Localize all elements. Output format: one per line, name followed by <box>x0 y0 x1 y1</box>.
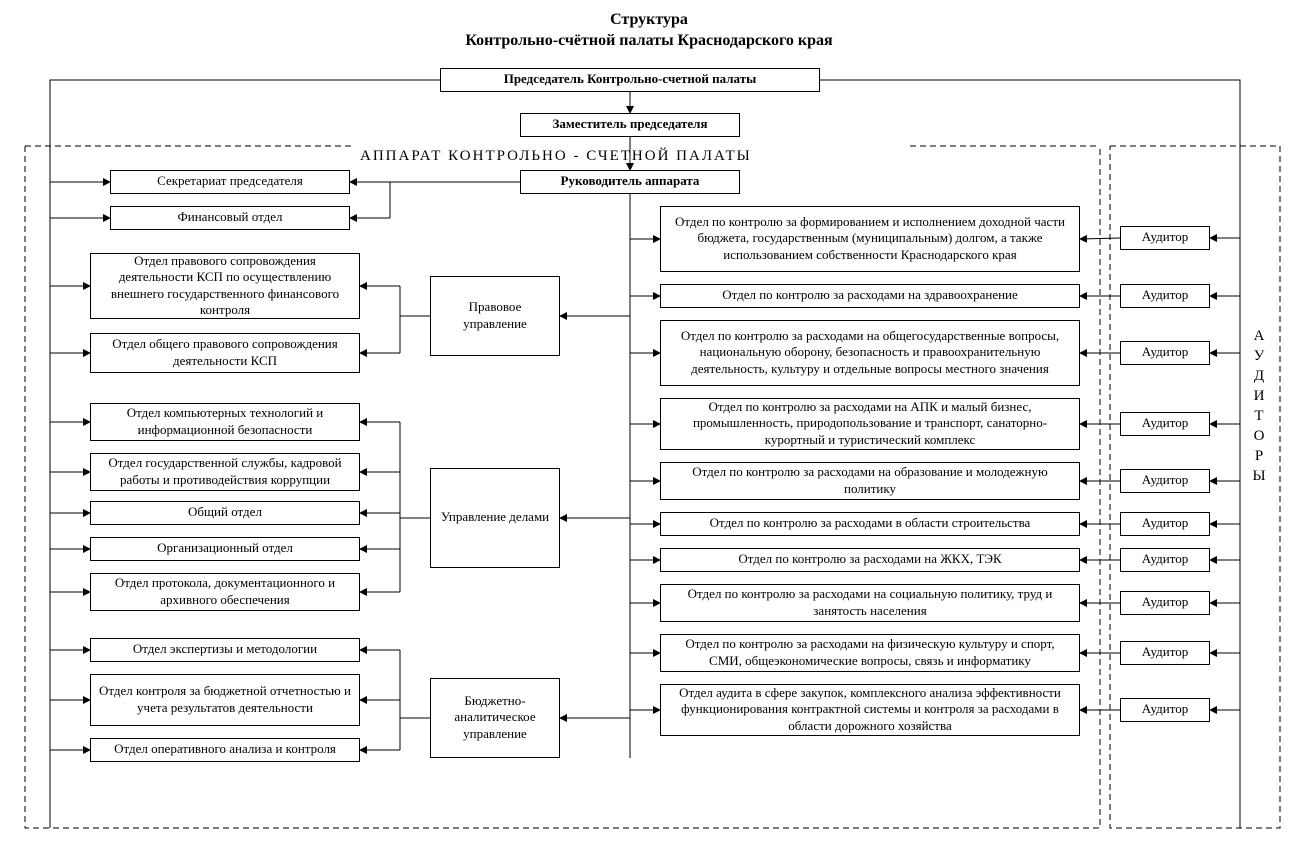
budget-dept-3: Отдел оперативного анализа и контроля <box>90 738 360 762</box>
budget-dept-1: Отдел экспертизы и методологии <box>90 638 360 662</box>
auditor-5: Аудитор <box>1120 469 1210 493</box>
affairs-dept-3: Общий отдел <box>90 501 360 525</box>
head-apparatus-box: Руководитель аппарата <box>520 170 740 194</box>
legal-dept-1: Отдел правового сопровождения деятельнос… <box>90 253 360 319</box>
org-chart: Председатель Контрольно-счетной палаты З… <box>10 58 1288 848</box>
auditor-1: Аудитор <box>1120 226 1210 250</box>
control-dept-4: Отдел по контролю за расходами на АПК и … <box>660 398 1080 450</box>
auditor-8: Аудитор <box>1120 591 1210 615</box>
auditor-4: Аудитор <box>1120 412 1210 436</box>
deputy-box: Заместитель председателя <box>520 113 740 137</box>
affairs-mgmt-box: Управление делами <box>430 468 560 568</box>
chairman-box: Председатель Контрольно-счетной палаты <box>440 68 820 92</box>
control-dept-10: Отдел аудита в сфере закупок, комплексно… <box>660 684 1080 736</box>
budget-mgmt-box: Бюджетно-аналитическое управление <box>430 678 560 758</box>
title-line1: Структура <box>10 10 1288 31</box>
control-dept-2: Отдел по контролю за расходами на здраво… <box>660 284 1080 308</box>
affairs-dept-5: Отдел протокола, документационного и арх… <box>90 573 360 611</box>
finance-box: Финансовый отдел <box>110 206 350 230</box>
control-dept-3: Отдел по контролю за расходами на общего… <box>660 320 1080 386</box>
legal-mgmt-box: Правовое управление <box>430 276 560 356</box>
auditor-3: Аудитор <box>1120 341 1210 365</box>
title-line2: Контрольно-счётной палаты Краснодарского… <box>10 31 1288 52</box>
auditor-6: Аудитор <box>1120 512 1210 536</box>
control-dept-1: Отдел по контролю за формированием и исп… <box>660 206 1080 272</box>
secretariat-box: Секретариат председателя <box>110 170 350 194</box>
control-dept-8: Отдел по контролю за расходами на социал… <box>660 584 1080 622</box>
auditor-9: Аудитор <box>1120 641 1210 665</box>
control-dept-7: Отдел по контролю за расходами на ЖКХ, Т… <box>660 548 1080 572</box>
auditor-10: Аудитор <box>1120 698 1210 722</box>
auditor-2: Аудитор <box>1120 284 1210 308</box>
control-dept-6: Отдел по контролю за расходами в области… <box>660 512 1080 536</box>
affairs-dept-2: Отдел государственной службы, кадровой р… <box>90 453 360 491</box>
legal-dept-2: Отдел общего правового сопровождения дея… <box>90 333 360 373</box>
control-dept-9: Отдел по контролю за расходами на физиче… <box>660 634 1080 672</box>
apparatus-label: АППАРАТ КОНТРОЛЬНО - СЧЕТНОЙ ПАЛАТЫ <box>360 148 752 165</box>
affairs-dept-1: Отдел компьютерных технологий и информац… <box>90 403 360 441</box>
affairs-dept-4: Организационный отдел <box>90 537 360 561</box>
budget-dept-2: Отдел контроля за бюджетной отчетностью … <box>90 674 360 726</box>
control-dept-5: Отдел по контролю за расходами на образо… <box>660 462 1080 500</box>
auditor-7: Аудитор <box>1120 548 1210 572</box>
auditors-vertical-label: АУДИТОРЫ <box>1250 328 1267 488</box>
